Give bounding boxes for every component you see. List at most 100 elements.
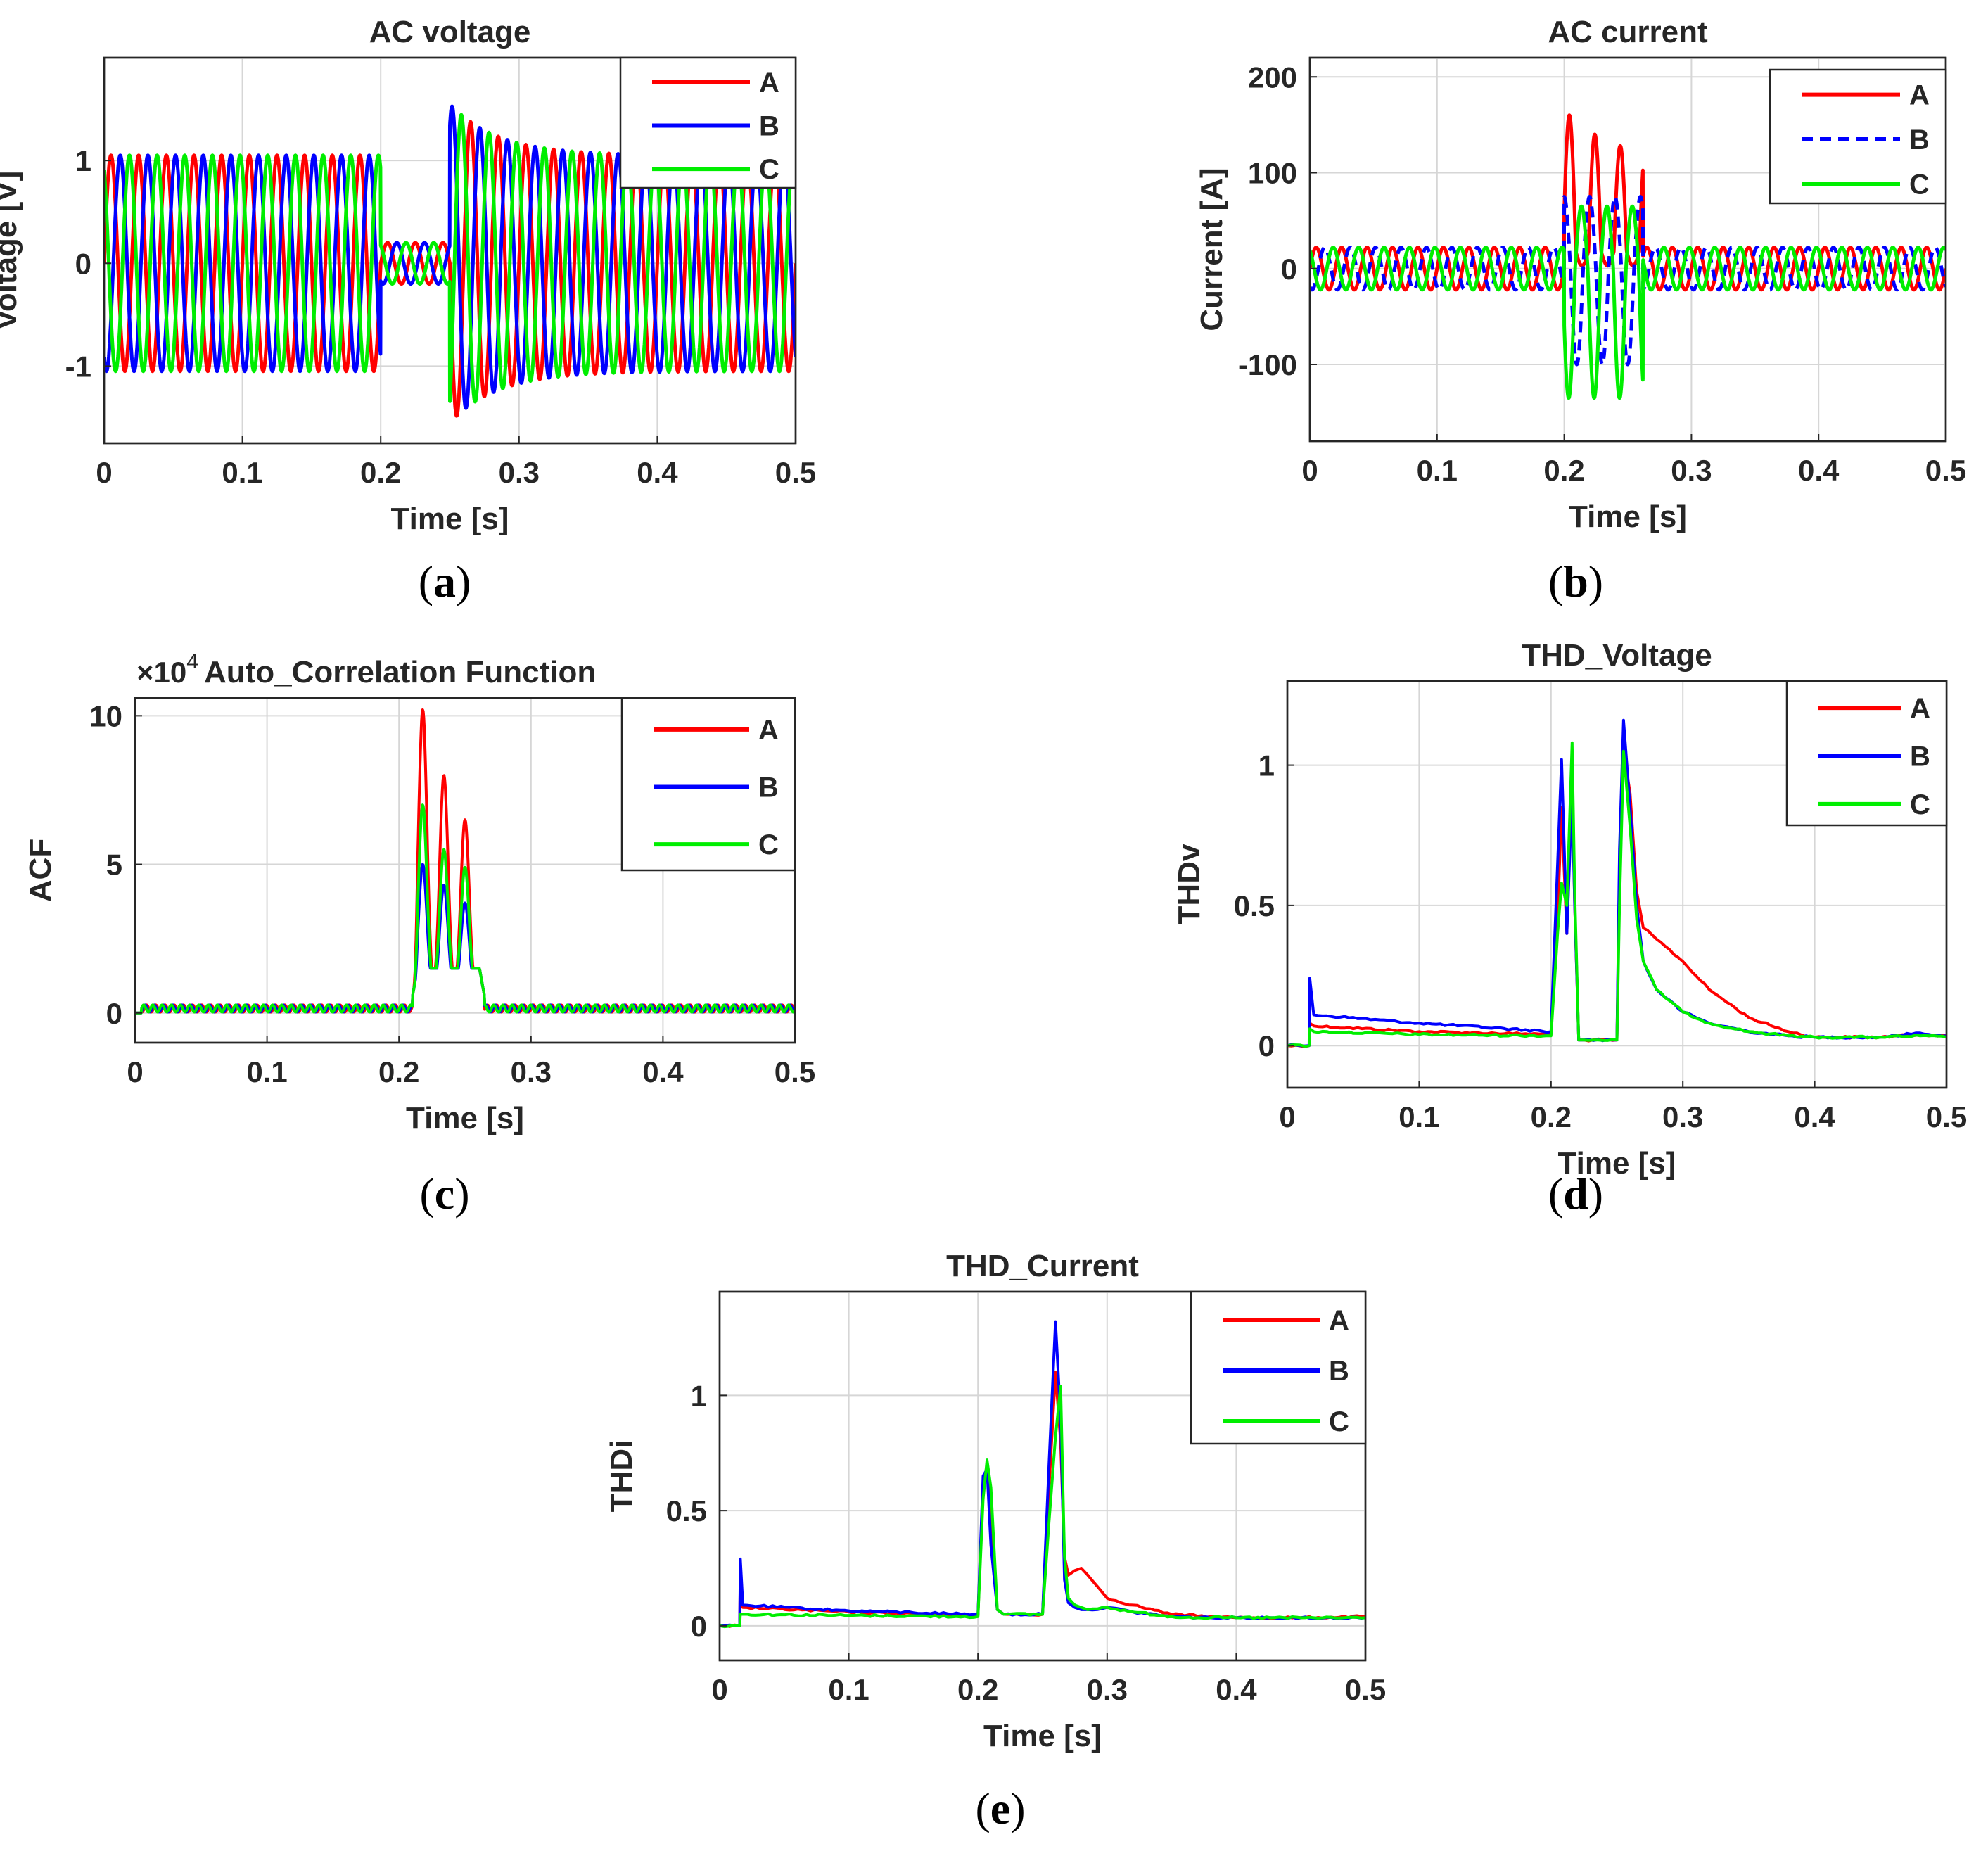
xtick-label: 0.3 (511, 1055, 552, 1088)
caption-open: ( (1548, 557, 1563, 606)
legend-label-b: B (1909, 125, 1930, 155)
ytick-label: 1 (691, 1379, 707, 1412)
xtick-label: 0.1 (222, 456, 262, 489)
xtick-label: 0.2 (1543, 454, 1584, 487)
traces (135, 708, 795, 1015)
ytick-label: 10 (89, 699, 122, 732)
x-axis-label: Time [s] (1558, 1146, 1676, 1181)
chart-title: AC voltage (369, 15, 531, 49)
legend-label-b: B (1329, 1356, 1349, 1387)
xtick-label: 0.3 (499, 456, 540, 489)
xtick-label: 0.4 (637, 456, 678, 489)
caption-letter: c (435, 1169, 454, 1219)
legend-label-c: C (1329, 1406, 1349, 1437)
legend-box (619, 56, 797, 189)
legend-label-a: A (759, 68, 779, 98)
x-axis-label: Time [s] (391, 502, 509, 536)
xtick-label: 0 (127, 1055, 143, 1088)
axes-box (1308, 56, 1947, 443)
ytick-label: 0 (1281, 253, 1297, 286)
legend-label-b: B (758, 772, 779, 803)
ytick-label: -1 (65, 350, 91, 383)
y-axis-label: THDi (604, 1440, 639, 1513)
series-c-line (1310, 204, 1946, 400)
caption-open: ( (975, 1783, 990, 1833)
ytick-label: 0 (1259, 1029, 1275, 1062)
caption-open: ( (419, 1169, 434, 1219)
caption-letter: b (1563, 557, 1588, 606)
axes-box (718, 1290, 1367, 1662)
traces (1310, 113, 1946, 400)
caption-close: ) (1010, 1783, 1025, 1833)
caption-open: ( (1548, 1169, 1563, 1219)
series-b-line (104, 104, 796, 410)
xtick-label: 0.4 (642, 1055, 684, 1088)
chart-title: THD_Voltage (1522, 638, 1712, 673)
panel-caption: (c) (419, 1169, 469, 1219)
xtick-label: 0.1 (246, 1055, 287, 1088)
exponent-base: ×10 (136, 656, 186, 689)
ytick-label: 200 (1248, 61, 1297, 94)
legend-label-c: C (759, 154, 779, 185)
xtick-label: 0.1 (828, 1673, 869, 1706)
y-axis-label: THDv (1172, 844, 1206, 924)
panel-d: 0 0.1 0.2 0.3 0.4 0.5 0 0.5 1 THD_Voltage Time [s]… (1172, 638, 1967, 1219)
xtick-label: 0.1 (1417, 454, 1458, 487)
xtick-label: 0.4 (1794, 1100, 1835, 1133)
chart-title: AC current (1548, 15, 1708, 49)
panel-b: 0 0.1 0.2 0.3 0.4 0.5 -100 0 100 200 AC current Tim… (1194, 15, 1966, 606)
legend-box (620, 697, 796, 872)
xtick-label: 0.5 (1345, 1673, 1386, 1706)
panel-caption: (b) (1548, 557, 1603, 606)
xtick-label: 0.4 (1216, 1673, 1257, 1706)
ytick-label: 5 (106, 848, 122, 882)
xtick-label: 0 (1301, 454, 1318, 487)
xtick-label: 0.2 (957, 1673, 998, 1706)
xtick-label: 0.5 (1925, 454, 1966, 487)
caption-close: ) (1588, 1169, 1603, 1219)
caption-letter: e (990, 1783, 1010, 1833)
traces (720, 1320, 1365, 1629)
ytick-label: 0.5 (666, 1494, 707, 1527)
series-a-line (104, 120, 796, 418)
axes-box (1286, 680, 1948, 1089)
series-b-line (1310, 195, 1946, 367)
xtick-label: 0 (711, 1673, 727, 1706)
x-axis-label: Time [s] (983, 1719, 1102, 1753)
caption-close: ) (1588, 557, 1603, 606)
xtick-label: 0.5 (775, 1055, 815, 1088)
xtick-label: 0.4 (1798, 454, 1840, 487)
legend-label-a: A (1909, 80, 1930, 111)
ytick-label: 100 (1248, 157, 1297, 190)
ytick-label: 1 (75, 144, 91, 177)
caption-close: ) (456, 557, 471, 606)
axes-box (103, 56, 797, 445)
xtick-label: 0 (1279, 1100, 1295, 1133)
panel-caption: (e) (975, 1783, 1025, 1833)
legend-label-b: B (1910, 742, 1930, 772)
legend-label-a: A (758, 715, 779, 746)
legend-label-a: A (1910, 693, 1930, 724)
series-c-line (1287, 741, 1946, 1048)
exponent-power: 4 (186, 650, 198, 673)
legend-label-c: C (1909, 169, 1930, 200)
legend: ABC (620, 697, 796, 872)
ytick-label: 0 (75, 247, 91, 280)
xtick-label: 0.2 (360, 456, 401, 489)
caption-letter: d (1563, 1169, 1588, 1219)
legend-label-b: B (759, 111, 779, 142)
series-c-line (135, 803, 795, 1015)
y-axis-label: ACF (23, 839, 58, 902)
caption-open: ( (419, 557, 433, 606)
panel-a: 0 0.1 0.2 0.3 0.4 0.5 -1 0 1 AC voltage Time [s] Vo… (0, 15, 816, 606)
title-text: Auto_Correlation Function (204, 655, 596, 689)
legend-label-c: C (758, 829, 779, 860)
series-c-line (720, 1385, 1365, 1629)
legend: ABC (1190, 1290, 1367, 1445)
xtick-label: 0.5 (1926, 1100, 1967, 1133)
xtick-label: 0.2 (1531, 1100, 1572, 1133)
chart-title: THD_Current (946, 1249, 1139, 1283)
x-axis-label: Time [s] (1569, 500, 1687, 534)
ytick-label: 0 (106, 997, 122, 1030)
